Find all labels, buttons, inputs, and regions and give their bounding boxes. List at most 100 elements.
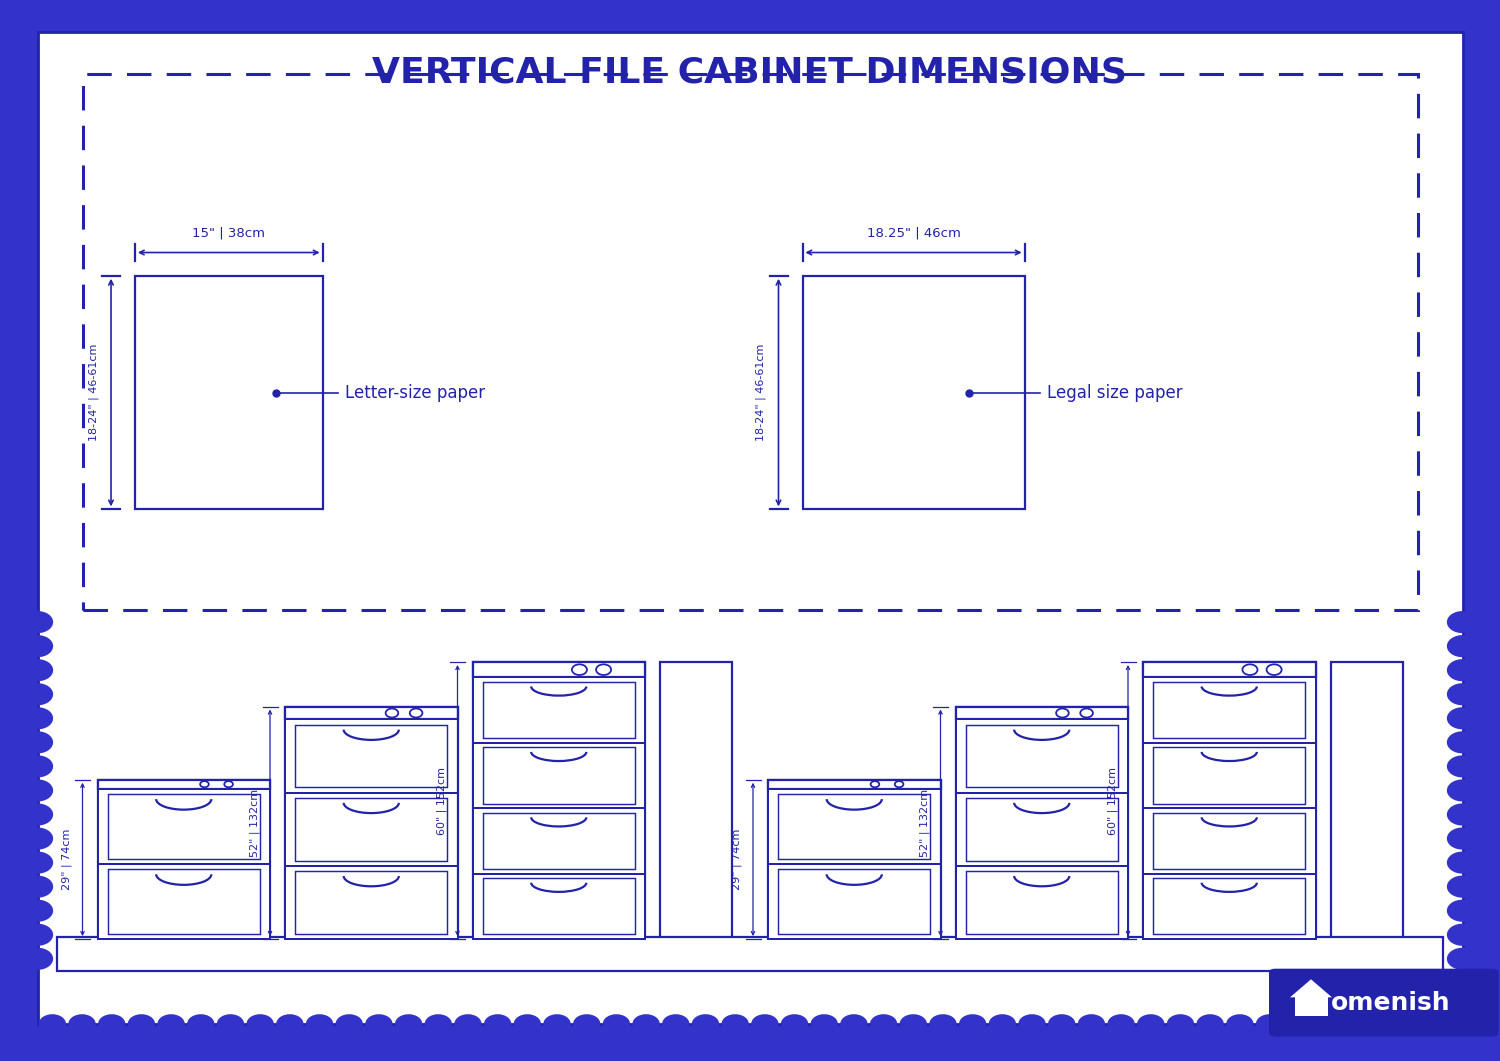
Bar xyxy=(483,813,634,869)
Circle shape xyxy=(1448,875,1478,898)
Circle shape xyxy=(633,1014,660,1033)
Circle shape xyxy=(692,1014,718,1033)
Text: 18-24" | 46-61cm: 18-24" | 46-61cm xyxy=(756,344,766,441)
Bar xyxy=(296,871,447,934)
Circle shape xyxy=(1197,1014,1224,1033)
Circle shape xyxy=(958,1014,987,1033)
Circle shape xyxy=(454,1014,482,1033)
Circle shape xyxy=(782,1014,808,1033)
Bar xyxy=(1154,813,1305,869)
Bar xyxy=(472,662,645,677)
Circle shape xyxy=(1316,1014,1342,1033)
Bar xyxy=(1154,682,1305,738)
Circle shape xyxy=(1448,731,1478,753)
Text: Legal size paper: Legal size paper xyxy=(1047,384,1182,401)
Bar xyxy=(82,74,1417,610)
Circle shape xyxy=(810,1014,838,1033)
Circle shape xyxy=(22,731,53,753)
Bar xyxy=(1143,662,1316,677)
Bar xyxy=(472,677,645,743)
Bar xyxy=(1294,997,1328,1016)
Circle shape xyxy=(573,1014,600,1033)
Bar xyxy=(956,866,1128,939)
Bar xyxy=(768,864,940,939)
Circle shape xyxy=(22,636,53,657)
Bar xyxy=(285,707,458,939)
Bar xyxy=(1143,743,1316,808)
Bar xyxy=(285,707,458,719)
Bar xyxy=(768,780,940,788)
Circle shape xyxy=(1048,1014,1076,1033)
Circle shape xyxy=(394,1014,423,1033)
Circle shape xyxy=(22,924,53,945)
FancyBboxPatch shape xyxy=(1269,969,1498,1037)
Bar xyxy=(472,662,645,939)
Bar xyxy=(108,869,260,934)
Bar xyxy=(98,788,270,864)
Bar xyxy=(778,869,930,934)
Bar xyxy=(296,725,447,787)
Circle shape xyxy=(22,900,53,922)
Circle shape xyxy=(22,875,53,898)
Text: VERTICAL FILE CABINET DIMENSIONS: VERTICAL FILE CABINET DIMENSIONS xyxy=(372,55,1128,89)
Bar xyxy=(472,743,645,808)
Circle shape xyxy=(1448,828,1478,850)
Text: 60" | 152cm: 60" | 152cm xyxy=(436,766,447,835)
Circle shape xyxy=(22,659,53,681)
Bar xyxy=(285,866,458,939)
Bar xyxy=(966,871,1118,934)
Circle shape xyxy=(158,1014,184,1033)
Circle shape xyxy=(1448,755,1478,778)
Bar xyxy=(802,276,1024,509)
Text: 29" | 74cm: 29" | 74cm xyxy=(732,829,742,890)
Circle shape xyxy=(306,1014,333,1033)
Circle shape xyxy=(543,1014,570,1033)
Circle shape xyxy=(22,708,53,729)
Bar xyxy=(57,937,1443,971)
Circle shape xyxy=(1226,1014,1254,1033)
Circle shape xyxy=(513,1014,542,1033)
Bar xyxy=(472,873,645,939)
Circle shape xyxy=(1374,1014,1402,1033)
Circle shape xyxy=(1434,1014,1461,1033)
Bar xyxy=(1143,873,1316,939)
Circle shape xyxy=(69,1014,96,1033)
Text: 18.25" | 46cm: 18.25" | 46cm xyxy=(867,227,960,240)
Circle shape xyxy=(484,1014,512,1033)
Bar xyxy=(956,719,1128,793)
Circle shape xyxy=(662,1014,690,1033)
Bar xyxy=(285,719,458,793)
Circle shape xyxy=(1448,708,1478,729)
Bar xyxy=(135,276,322,509)
Bar xyxy=(956,707,1128,719)
Text: 60" | 152cm: 60" | 152cm xyxy=(1107,766,1118,835)
Bar xyxy=(768,780,940,939)
Bar xyxy=(483,879,634,935)
Circle shape xyxy=(1404,1014,1431,1033)
Circle shape xyxy=(1346,1014,1372,1033)
Text: 15" | 38cm: 15" | 38cm xyxy=(192,227,266,240)
Circle shape xyxy=(1448,852,1478,873)
Circle shape xyxy=(1077,1014,1106,1033)
Circle shape xyxy=(366,1014,393,1033)
Text: 52" | 132cm: 52" | 132cm xyxy=(920,788,930,857)
Bar xyxy=(966,798,1118,860)
Bar xyxy=(778,794,930,858)
Bar xyxy=(108,794,260,858)
Text: 52" | 132cm: 52" | 132cm xyxy=(249,788,259,857)
Text: Letter-size paper: Letter-size paper xyxy=(345,384,484,401)
Circle shape xyxy=(22,683,53,706)
Circle shape xyxy=(22,803,53,825)
Bar xyxy=(956,707,1128,939)
Bar xyxy=(1330,662,1402,939)
Circle shape xyxy=(722,1014,748,1033)
Circle shape xyxy=(424,1014,451,1033)
Circle shape xyxy=(900,1014,927,1033)
Text: 18-24" | 46-61cm: 18-24" | 46-61cm xyxy=(88,344,99,441)
Circle shape xyxy=(1167,1014,1194,1033)
Circle shape xyxy=(246,1014,274,1033)
Circle shape xyxy=(128,1014,154,1033)
Polygon shape xyxy=(1290,979,1332,997)
Circle shape xyxy=(1448,924,1478,945)
Circle shape xyxy=(336,1014,363,1033)
